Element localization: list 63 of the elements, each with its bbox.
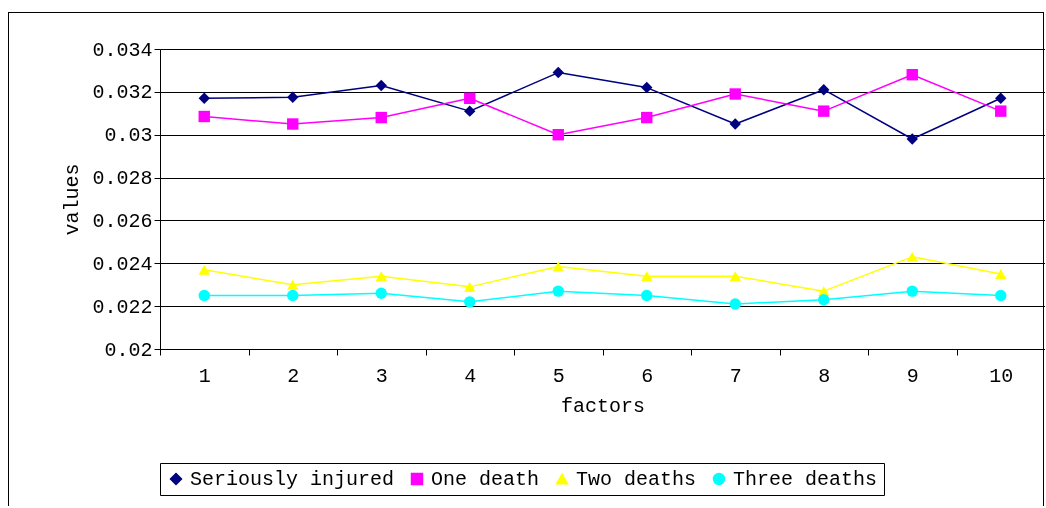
point xyxy=(464,92,476,104)
point xyxy=(198,110,210,123)
y-tick-label: 0.02 xyxy=(104,338,153,362)
x-tick-label: 7 xyxy=(729,364,742,388)
y-tick-label: 0.026 xyxy=(92,209,153,233)
x-tick-label: 8 xyxy=(818,364,831,388)
point xyxy=(375,79,387,92)
x-tick-label: 4 xyxy=(464,364,477,388)
legend-label: Two deaths xyxy=(576,468,697,491)
x-tick-label: 1 xyxy=(198,364,211,388)
point xyxy=(375,111,387,124)
point xyxy=(464,296,476,308)
x-tick-label: 10 xyxy=(989,364,1014,388)
point xyxy=(818,84,830,96)
point xyxy=(287,279,299,290)
point xyxy=(906,251,918,262)
point xyxy=(198,92,210,104)
point xyxy=(906,285,918,297)
point xyxy=(287,118,299,130)
legend-label: One death xyxy=(431,468,540,491)
y-tick-label: 0.034 xyxy=(92,38,153,62)
point xyxy=(198,264,210,275)
x-tick-label: 6 xyxy=(641,364,654,388)
point xyxy=(641,111,653,124)
x-tick-label: 2 xyxy=(287,364,300,388)
point xyxy=(552,261,564,272)
x-tick-label: 9 xyxy=(906,364,919,388)
point xyxy=(729,118,741,130)
y-axis-title: values xyxy=(61,163,85,236)
y-tick-label: 0.03 xyxy=(104,124,153,148)
legend-label: Three deaths xyxy=(733,468,878,491)
point xyxy=(729,88,741,100)
point xyxy=(464,281,476,292)
legend-label: Seriously injured xyxy=(190,468,395,491)
point xyxy=(818,105,830,117)
point xyxy=(375,271,387,282)
point xyxy=(375,287,387,299)
point xyxy=(995,105,1007,117)
point xyxy=(552,129,564,141)
point xyxy=(552,66,564,79)
x-tick-label: 5 xyxy=(552,364,565,388)
y-tick-label: 0.032 xyxy=(92,81,153,105)
point xyxy=(995,92,1007,104)
point xyxy=(818,294,830,306)
point xyxy=(287,289,299,302)
x-tick-label: 3 xyxy=(375,364,388,388)
point xyxy=(287,91,299,103)
point xyxy=(995,289,1007,302)
point xyxy=(552,285,564,297)
point xyxy=(641,289,653,302)
y-tick-label: 0.024 xyxy=(92,252,153,276)
point xyxy=(729,271,741,282)
point xyxy=(729,298,741,310)
y-tick-label: 0.028 xyxy=(92,167,153,191)
point xyxy=(198,289,210,302)
point xyxy=(995,269,1007,279)
x-axis-title: factors xyxy=(560,394,646,418)
point xyxy=(906,133,918,145)
point xyxy=(641,271,653,282)
point xyxy=(906,69,918,81)
point xyxy=(464,105,476,117)
point xyxy=(641,81,653,94)
y-tick-label: 0.022 xyxy=(92,295,153,319)
